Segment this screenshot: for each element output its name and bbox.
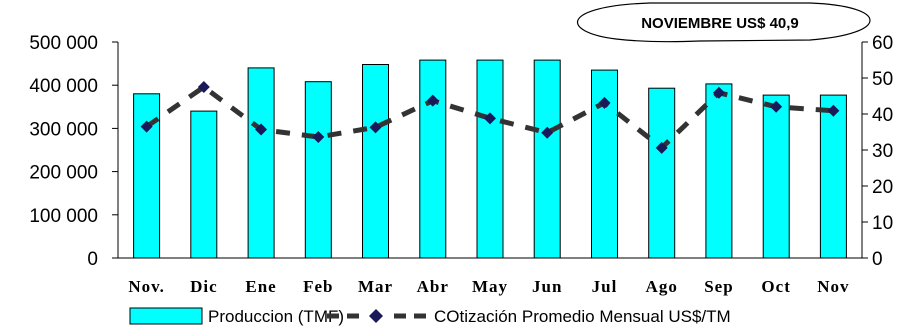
y-tick-label-right: 30 [872,141,893,162]
legend-swatch-marker [369,309,383,323]
x-tick-label: Feb [303,277,333,296]
y-tick-label-left: 0 [87,249,98,270]
x-tick-label: Dic [190,277,218,296]
line-marker-5 [369,121,382,134]
x-tick-label: Abr [417,277,449,296]
bar-5 [362,64,389,259]
x-tick-label: Nov [817,277,849,296]
line-marker-11 [712,86,725,99]
bars-layer [133,59,847,259]
callout-bubble [576,2,871,43]
y-tick-label-left: 300 000 [29,119,98,140]
callout: NOVIEMBRE US$ 40,9 [576,2,871,43]
legend-label-bar: Produccion (TMF) [208,307,344,326]
line-marker-4 [312,131,325,144]
bar-4 [304,81,332,259]
bar-11 [705,83,733,259]
y-tick-label-left: 400 000 [29,76,98,97]
bar-2 [190,110,218,259]
legend: Produccion (TMF) COtización Promedio Men… [129,307,731,326]
axes-layer [112,41,868,259]
y-tick-label-right: 40 [872,105,893,126]
bar-12 [762,94,790,259]
line-marker-1 [140,120,153,133]
line-marker-6 [426,94,439,107]
line-marker-10 [655,141,668,154]
bar-13 [819,94,847,259]
legend-label-line: COtización Promedio Mensual US$/TM [434,307,731,326]
x-tick-label: Mar [358,277,393,296]
x-tick-label: May [472,277,508,296]
line-marker-8 [541,126,554,139]
line-marker-7 [484,112,496,125]
y-tick-label-right: 0 [872,249,883,270]
legend-swatch-bar [129,307,203,325]
line-marker-13 [827,104,840,117]
y-tick-label-right: 20 [872,177,893,198]
y-tick-label-left: 500 000 [29,33,98,54]
line-marker-3 [255,123,268,136]
bar-3 [247,67,275,259]
y-tick-label-right: 50 [872,69,893,90]
y-tick-label-left: 200 000 [29,163,98,184]
line-marker-2 [197,81,210,93]
line-marker-9 [598,96,611,109]
line-marker-12 [770,100,783,113]
bar-8 [533,59,561,259]
callout-text: NOVIEMBRE US$ 40,9 [641,15,799,32]
line-layer [140,81,840,154]
y-tick-label-right: 60 [872,33,893,54]
bar-6 [419,59,447,259]
x-tick-label: Ago [646,277,678,296]
y-tick-label-left: 100 000 [29,206,98,227]
bar-7 [476,59,504,259]
x-tick-label: Oct [761,277,790,296]
labels-layer: 0 100 000 200 000 300 000 400 000 500 000 0 10 2… [29,33,893,296]
x-tick-label: Jul [592,277,618,296]
x-tick-label: Jun [532,277,562,296]
x-tick-label: Nov. [128,277,165,296]
x-tick-label: Ene [245,277,276,296]
y-tick-label-right: 10 [872,213,893,234]
x-tick-label: Sep [704,277,733,296]
bar-10 [648,87,676,259]
